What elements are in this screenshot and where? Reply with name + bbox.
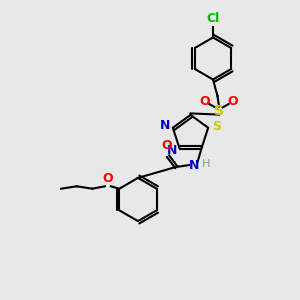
Text: O: O (161, 139, 172, 152)
Text: H: H (202, 159, 211, 169)
Text: N: N (189, 158, 199, 172)
Text: S: S (214, 104, 224, 118)
Text: Cl: Cl (206, 12, 220, 25)
Text: N: N (160, 119, 170, 132)
Text: N: N (167, 143, 177, 157)
Text: O: O (103, 172, 113, 184)
Text: S: S (212, 120, 221, 133)
Text: O: O (228, 94, 238, 108)
Text: O: O (200, 94, 210, 108)
